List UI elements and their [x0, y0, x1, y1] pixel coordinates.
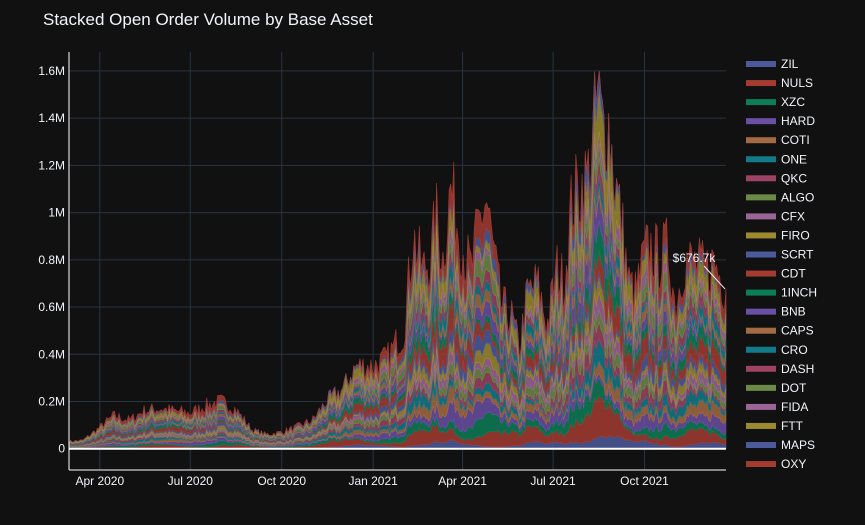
y-tick-label: 0: [58, 442, 65, 456]
legend-item-dot[interactable]: DOT: [746, 381, 807, 395]
legend-label: NULS: [781, 76, 813, 90]
legend-swatch: [746, 251, 776, 258]
annotation-label: $676.7k: [673, 251, 717, 265]
legend-swatch: [746, 137, 776, 144]
legend-item-hard[interactable]: HARD: [746, 114, 815, 128]
legend-swatch: [746, 99, 776, 106]
x-tick-label: Apr 2020: [75, 474, 124, 488]
chart-title: Stacked Open Order Volume by Base Asset: [43, 10, 373, 29]
legend-label: DASH: [781, 362, 814, 376]
legend-swatch: [746, 289, 776, 296]
legend-item-maps[interactable]: MAPS: [746, 438, 815, 452]
annotation-arrow: [703, 265, 726, 290]
legend-label: QKC: [781, 171, 807, 185]
legend-item-cfx[interactable]: CFX: [746, 209, 805, 223]
legend-swatch: [746, 213, 776, 220]
legend-label: CRO: [781, 343, 808, 357]
legend-swatch: [746, 384, 776, 391]
legend-label: FIDA: [781, 400, 808, 414]
x-tick-label: Oct 2021: [620, 474, 669, 488]
y-tick-label: 0.2M: [38, 395, 65, 409]
legend-item-1inch[interactable]: 1INCH: [746, 286, 817, 300]
area-series-oxy[interactable]: [68, 70, 727, 444]
legend-swatch: [746, 194, 776, 201]
legend-item-ftt[interactable]: FTT: [746, 419, 804, 433]
legend-swatch: [746, 346, 776, 353]
annotation-layer: $676.7k: [673, 251, 726, 290]
legend-label: ONE: [781, 152, 807, 166]
legend-item-oxy[interactable]: OXY: [746, 457, 806, 471]
legend-label: COTI: [781, 133, 810, 147]
legend-label: OXY: [781, 457, 806, 471]
x-tick-label: Jul 2020: [168, 474, 214, 488]
legend-swatch: [746, 80, 776, 87]
legend-label: ZIL: [781, 57, 799, 71]
legend-swatch: [746, 422, 776, 429]
legend-item-qkc[interactable]: QKC: [746, 171, 807, 185]
legend-swatch: [746, 327, 776, 334]
x-tick-label: Jul 2021: [530, 474, 576, 488]
legend-label: CDT: [781, 267, 806, 281]
legend-item-caps[interactable]: CAPS: [746, 324, 814, 338]
y-tick-label: 0.6M: [38, 300, 65, 314]
x-tick-label: Jan 2021: [348, 474, 398, 488]
y-tick-label: 0.8M: [38, 253, 65, 267]
legend-item-cro[interactable]: CRO: [746, 343, 808, 357]
y-tick-label: 1.4M: [38, 111, 65, 125]
legend-swatch: [746, 61, 776, 67]
legend[interactable]: ZIL NULS XZC HARD COTI ONE QKC ALGO CFX FIRO SCRT C…: [746, 57, 817, 471]
legend-swatch: [746, 232, 776, 239]
legend-label: BNB: [781, 305, 806, 319]
legend-label: FIRO: [781, 228, 810, 242]
legend-item-nuls[interactable]: NULS: [746, 76, 813, 90]
legend-item-dash[interactable]: DASH: [746, 362, 814, 376]
legend-item-xzc[interactable]: XZC: [746, 95, 805, 109]
legend-item-cdt[interactable]: CDT: [746, 267, 806, 281]
legend-swatch: [746, 442, 776, 448]
legend-swatch: [746, 461, 776, 468]
legend-item-algo[interactable]: ALGO: [746, 190, 814, 204]
legend-item-coti[interactable]: COTI: [746, 133, 810, 147]
legend-item-fida[interactable]: FIDA: [746, 400, 808, 414]
axes: 0 0.2M 0.4M 0.6M 0.8M 1M 1.2M 1.4M 1.6M Apr 2020 J…: [38, 52, 726, 488]
legend-label: MAPS: [781, 438, 815, 452]
x-tick-label: Oct 2020: [257, 474, 306, 488]
stacked-areas: [68, 70, 727, 449]
y-tick-label: 1.2M: [38, 158, 65, 172]
y-tick-label: 0.4M: [38, 347, 65, 361]
legend-item-one[interactable]: ONE: [746, 152, 807, 166]
legend-label: CFX: [781, 209, 805, 223]
legend-item-scrt[interactable]: SCRT: [746, 248, 814, 262]
x-tick-label: Apr 2021: [438, 474, 487, 488]
legend-label: CAPS: [781, 324, 814, 338]
legend-swatch: [746, 156, 776, 163]
legend-item-zil[interactable]: ZIL: [746, 57, 799, 71]
y-tick-label: 1M: [48, 206, 65, 220]
legend-label: ALGO: [781, 190, 814, 204]
legend-label: HARD: [781, 114, 815, 128]
legend-item-bnb[interactable]: BNB: [746, 305, 806, 319]
legend-swatch: [746, 270, 776, 277]
legend-label: FTT: [781, 419, 804, 433]
legend-label: XZC: [781, 95, 805, 109]
legend-swatch: [746, 118, 776, 125]
legend-swatch: [746, 175, 776, 182]
y-tick-label: 1.6M: [38, 64, 65, 78]
legend-swatch: [746, 403, 776, 410]
legend-label: DOT: [781, 381, 807, 395]
legend-label: 1INCH: [781, 286, 817, 300]
legend-swatch: [746, 308, 776, 315]
legend-swatch: [746, 365, 776, 372]
legend-label: SCRT: [781, 248, 814, 262]
legend-item-firo[interactable]: FIRO: [746, 228, 810, 242]
